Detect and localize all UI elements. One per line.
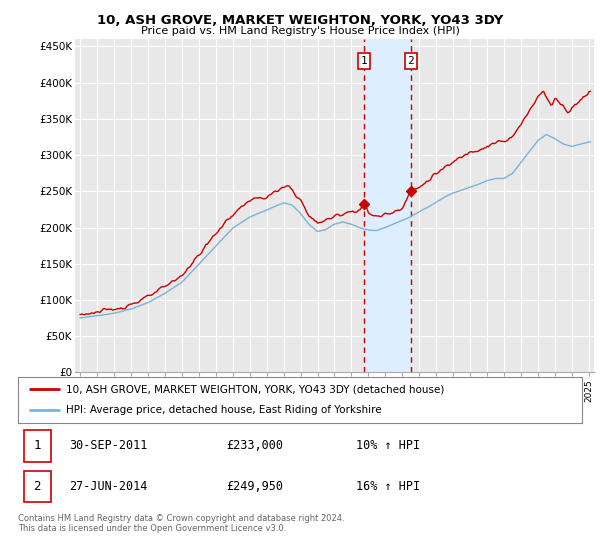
Text: £249,950: £249,950 xyxy=(227,480,284,493)
Text: HPI: Average price, detached house, East Riding of Yorkshire: HPI: Average price, detached house, East… xyxy=(66,405,382,416)
Text: 10, ASH GROVE, MARKET WEIGHTON, YORK, YO43 3DY: 10, ASH GROVE, MARKET WEIGHTON, YORK, YO… xyxy=(97,14,503,27)
Text: 2: 2 xyxy=(407,56,414,66)
Text: Contains HM Land Registry data © Crown copyright and database right 2024.
This d: Contains HM Land Registry data © Crown c… xyxy=(18,514,344,534)
Bar xyxy=(23,430,51,461)
Text: 2: 2 xyxy=(34,480,41,493)
Text: 10, ASH GROVE, MARKET WEIGHTON, YORK, YO43 3DY (detached house): 10, ASH GROVE, MARKET WEIGHTON, YORK, YO… xyxy=(66,384,445,394)
Text: Price paid vs. HM Land Registry's House Price Index (HPI): Price paid vs. HM Land Registry's House … xyxy=(140,26,460,36)
Text: 10% ↑ HPI: 10% ↑ HPI xyxy=(356,439,421,452)
Bar xyxy=(364,39,411,372)
Text: 1: 1 xyxy=(361,56,368,66)
Text: 30-SEP-2011: 30-SEP-2011 xyxy=(69,439,147,452)
Text: 1: 1 xyxy=(34,439,41,452)
Text: 27-JUN-2014: 27-JUN-2014 xyxy=(69,480,147,493)
Text: 16% ↑ HPI: 16% ↑ HPI xyxy=(356,480,421,493)
Text: £233,000: £233,000 xyxy=(227,439,284,452)
Bar xyxy=(23,470,51,502)
